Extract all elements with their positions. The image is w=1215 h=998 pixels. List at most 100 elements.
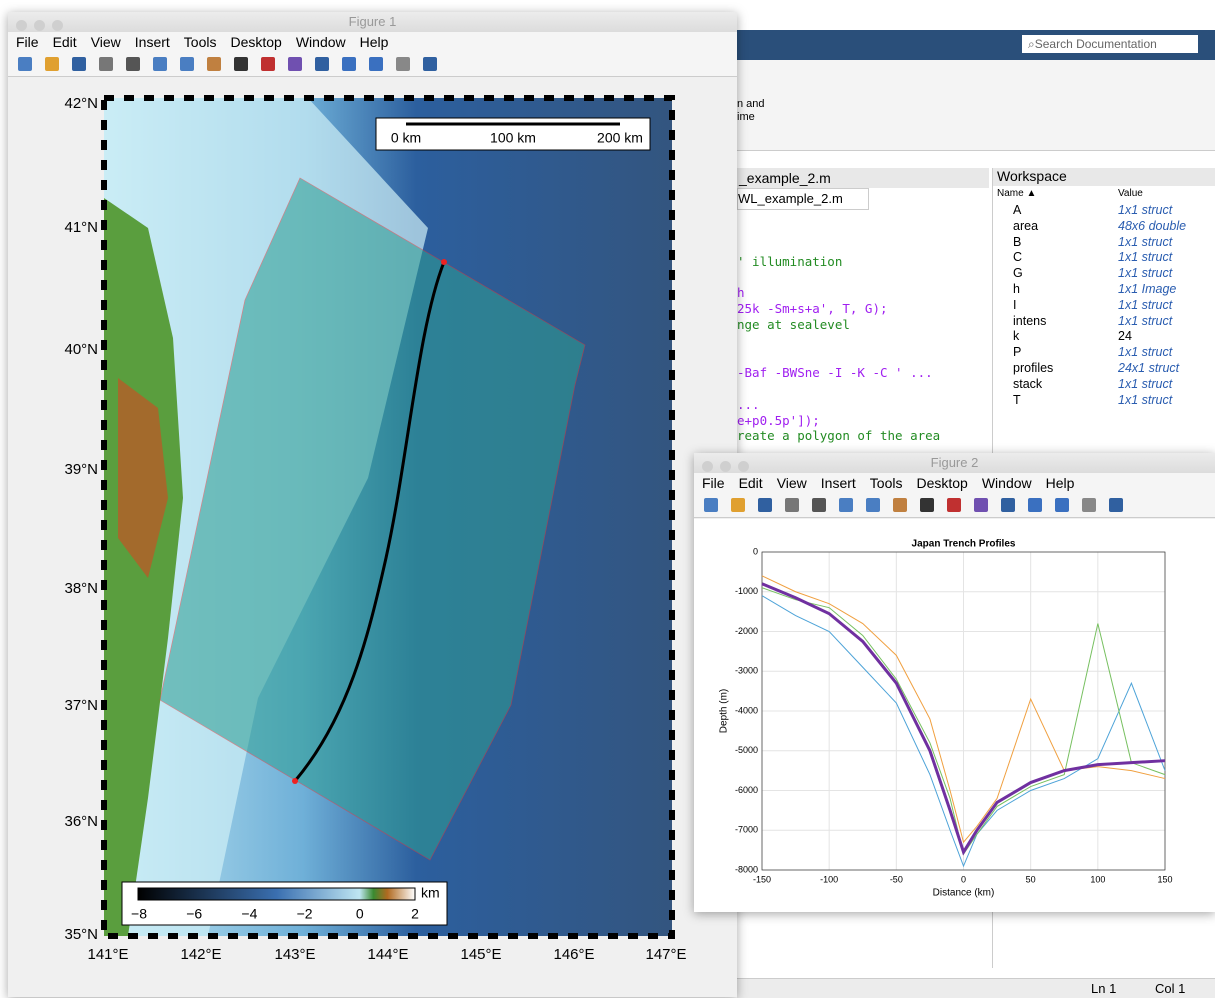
var-name[interactable]: area xyxy=(1013,218,1039,233)
tool-icon[interactable] xyxy=(261,57,275,71)
var-name[interactable]: h xyxy=(1013,282,1020,296)
tool-icon[interactable] xyxy=(342,57,356,71)
menu-item[interactable]: Window xyxy=(981,475,1032,491)
code-line: 25k -Sm+s+a', T, G); xyxy=(737,301,888,316)
tool-icon[interactable] xyxy=(207,57,221,71)
tool-icon[interactable] xyxy=(812,498,826,512)
tool-icon[interactable] xyxy=(920,498,934,512)
var-name[interactable]: I xyxy=(1013,297,1017,312)
menu-item[interactable]: Insert xyxy=(134,34,170,50)
menu-item[interactable]: View xyxy=(90,34,121,50)
menu-item[interactable]: Tools xyxy=(869,475,903,491)
scale-label: 0 km xyxy=(391,130,421,146)
var-name[interactable]: G xyxy=(1013,266,1023,281)
var-name[interactable]: B xyxy=(1013,234,1022,249)
tool-icon[interactable] xyxy=(1055,498,1069,512)
menu-item[interactable]: File xyxy=(16,34,39,50)
var-name[interactable]: stack xyxy=(1013,376,1043,391)
menu-item[interactable]: Help xyxy=(1045,475,1075,491)
tool-icon[interactable] xyxy=(731,498,745,512)
map-figure: 42°N 41°N 40°N 39°N 38°N 37°N 36°N 35°N 141°E 142… xyxy=(64,95,686,963)
menu-item[interactable]: View xyxy=(776,475,807,491)
editor-header: _example_2.m xyxy=(737,168,989,188)
colorbar-label: 2 xyxy=(411,906,419,922)
tool-icon[interactable] xyxy=(99,57,113,71)
var-value: 1x1 Image xyxy=(1118,282,1177,296)
menu-item[interactable]: Desktop xyxy=(916,475,968,491)
var-name[interactable]: A xyxy=(1013,203,1022,217)
tool-icon[interactable] xyxy=(1109,498,1123,512)
tool-icon[interactable] xyxy=(423,57,437,71)
menu-item[interactable]: Desktop xyxy=(230,34,282,50)
var-name[interactable]: C xyxy=(1013,250,1023,265)
lat-label: 42°N xyxy=(64,95,98,112)
menu-item[interactable]: Insert xyxy=(820,475,856,491)
swath xyxy=(159,177,586,861)
tool-icon[interactable] xyxy=(785,498,799,512)
tool-icon[interactable] xyxy=(866,498,880,512)
column-header[interactable]: Value xyxy=(1118,188,1143,199)
endpoint xyxy=(441,259,447,265)
tool-icon[interactable] xyxy=(704,498,718,512)
var-name[interactable]: intens xyxy=(1013,313,1047,328)
lat-label: 35°N xyxy=(64,926,98,943)
tool-icon[interactable] xyxy=(396,57,410,71)
endpoint xyxy=(292,778,298,784)
menu-item[interactable]: File xyxy=(702,475,725,491)
search-box[interactable]: ⌕Search Documentation xyxy=(1022,35,1198,53)
menu-item[interactable]: Window xyxy=(295,34,346,50)
title-bar: Figure 2 xyxy=(694,453,1215,473)
tool-icon[interactable] xyxy=(153,57,167,71)
tool-icon[interactable] xyxy=(234,57,248,71)
scale-label: 100 km xyxy=(490,130,536,146)
ribbon-label: n and xyxy=(737,98,765,110)
tool-icon[interactable] xyxy=(947,498,961,512)
menu-item[interactable]: Edit xyxy=(738,475,763,491)
column-header[interactable]: Name ▲ xyxy=(997,188,1037,199)
menu-item[interactable]: Tools xyxy=(183,34,217,50)
tool-icon[interactable] xyxy=(893,498,907,512)
tool-icon[interactable] xyxy=(45,57,59,71)
tool-icon[interactable] xyxy=(126,57,140,71)
editor-tab[interactable]: WL_example_2.m xyxy=(737,188,869,210)
tool-icon[interactable] xyxy=(18,57,32,71)
x-tick-label: -100 xyxy=(820,874,838,884)
var-name[interactable]: profiles xyxy=(1013,361,1054,375)
var-value: 1x1 struct xyxy=(1118,392,1173,407)
colorbar xyxy=(137,887,416,901)
tool-icon[interactable] xyxy=(288,57,302,71)
var-name[interactable]: k xyxy=(1013,329,1020,344)
tool-icon[interactable] xyxy=(1028,498,1042,512)
lon-label: 145°E xyxy=(460,946,501,963)
var-value: 1x1 struct xyxy=(1118,376,1173,391)
matlab-toolbar: ⌕Search Documentation xyxy=(737,30,1215,60)
lon-label: 146°E xyxy=(553,946,594,963)
status-line: Ln 1 xyxy=(1091,981,1117,996)
var-value: 1x1 struct xyxy=(1118,266,1173,281)
code-area: ' illumination h 25k -Sm+s+a', T, G); nge a… xyxy=(737,210,952,460)
tool-icon[interactable] xyxy=(315,57,329,71)
tool-icon[interactable] xyxy=(974,498,988,512)
x-tick-label: 0 xyxy=(961,874,966,884)
menu-bar: File Edit View Insert Tools Desktop Window Help xyxy=(694,473,1215,493)
y-tick-label: -1000 xyxy=(735,586,758,596)
title-bar: Figure 1 xyxy=(8,12,737,32)
tool-icon[interactable] xyxy=(1001,498,1015,512)
tool-icon[interactable] xyxy=(180,57,194,71)
x-axis-label: Distance (km) xyxy=(933,888,995,899)
tool-icon[interactable] xyxy=(839,498,853,512)
tool-icon[interactable] xyxy=(369,57,383,71)
menu-item[interactable]: Help xyxy=(359,34,389,50)
code-line: ' illumination xyxy=(737,254,843,269)
workspace-title: Workspace xyxy=(993,168,1215,186)
tool-icon[interactable] xyxy=(72,57,86,71)
code-line: nge at sealevel xyxy=(737,317,850,332)
trench-line xyxy=(293,261,446,782)
var-name[interactable]: T xyxy=(1013,392,1021,407)
tool-icon[interactable] xyxy=(758,498,772,512)
var-name[interactable]: P xyxy=(1013,345,1022,360)
tool-icon[interactable] xyxy=(1082,498,1096,512)
lon-label: 147°E xyxy=(645,946,686,963)
var-value: 1x1 struct xyxy=(1118,297,1173,312)
menu-item[interactable]: Edit xyxy=(52,34,77,50)
